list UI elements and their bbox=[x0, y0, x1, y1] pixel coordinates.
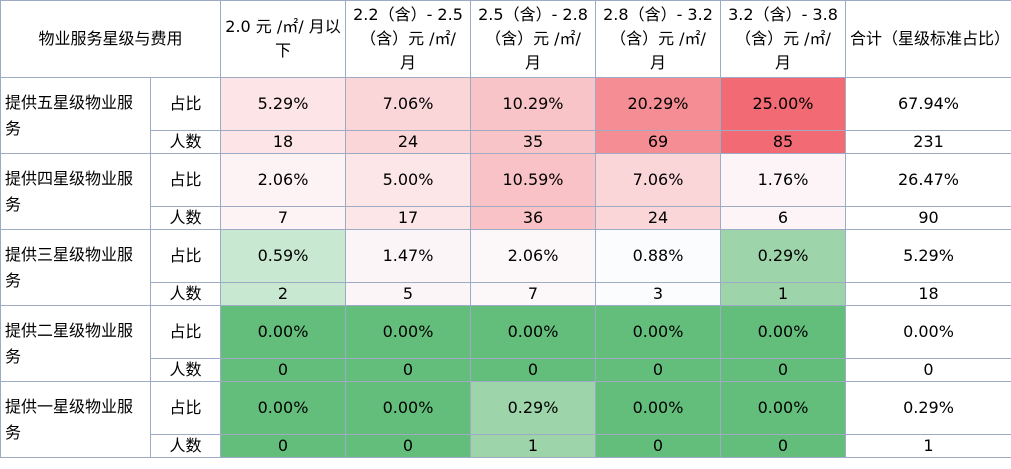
ratio-cell: 1.76% bbox=[720, 153, 847, 207]
table-row: 提供三星级物业服务 占比 0.59% 1.47% 2.06% 0.88% 0.29% 5.29… bbox=[0, 229, 1011, 306]
ratio-cell: 0.00% bbox=[220, 305, 347, 359]
col-header-3: 2.5（含）- 2.8（含）元 /㎡/ 月 bbox=[470, 0, 597, 78]
ratio-cell: 7.06% bbox=[345, 77, 472, 131]
ratio-cell: 0.59% bbox=[220, 229, 347, 283]
count-cell: 0 bbox=[345, 358, 472, 382]
row-group-label: 提供四星级物业服务 bbox=[0, 153, 151, 230]
ratio-cell: 0.00% bbox=[720, 381, 847, 435]
table-row: 人数 2 5 7 3 1 18 bbox=[1, 282, 1011, 306]
table-row: 人数 7 17 36 24 6 90 bbox=[1, 206, 1011, 230]
row-group-label: 提供三星级物业服务 bbox=[0, 229, 151, 306]
ratio-cell: 0.00% bbox=[470, 305, 597, 359]
count-cell: 0 bbox=[345, 434, 472, 458]
ratio-cell: 10.29% bbox=[470, 77, 597, 131]
col-header-4: 2.8（含）- 3.2 （含）元 /㎡/ 月 bbox=[595, 0, 722, 78]
count-cell: 7 bbox=[220, 206, 347, 230]
table-row: 人数 0 0 1 0 0 1 bbox=[1, 434, 1011, 458]
count-label: 人数 bbox=[149, 206, 222, 230]
ratio-cell: 0.00% bbox=[345, 381, 472, 435]
count-cell: 0 bbox=[470, 358, 597, 382]
ratio-label: 占比 bbox=[149, 381, 222, 435]
ratio-cell: 0.88% bbox=[595, 229, 722, 283]
row-group-label: 提供一星级物业服务 bbox=[0, 381, 151, 458]
count-cell: 3 bbox=[595, 282, 722, 306]
ratio-cell: 0.00% bbox=[720, 305, 847, 359]
ratio-cell: 0.29% bbox=[470, 381, 597, 435]
count-cell: 0 bbox=[845, 358, 1011, 382]
count-cell: 231 bbox=[845, 130, 1011, 154]
property-service-fee-table: 物业服务星级与费用 2.0 元 /㎡/ 月以下 2.2（含）- 2.5 （含）元… bbox=[0, 0, 1011, 458]
ratio-label: 占比 bbox=[149, 229, 222, 283]
corner-header: 物业服务星级与费用 bbox=[0, 0, 222, 78]
ratio-cell: 2.06% bbox=[470, 229, 597, 283]
ratio-cell: 26.47% bbox=[845, 153, 1011, 207]
count-cell: 6 bbox=[720, 206, 847, 230]
count-cell: 0 bbox=[720, 434, 847, 458]
col-header-total: 合计（星级标准占比） bbox=[845, 0, 1011, 78]
count-cell: 85 bbox=[720, 130, 847, 154]
ratio-label: 占比 bbox=[149, 77, 222, 131]
col-header-2: 2.2（含）- 2.5 （含）元 /㎡/ 月 bbox=[345, 0, 472, 78]
table-row: 提供一星级物业服务 占比 0.00% 0.00% 0.29% 0.00% 0.00% 0.29… bbox=[0, 381, 1011, 458]
count-cell: 5 bbox=[345, 282, 472, 306]
ratio-cell: 10.59% bbox=[470, 153, 597, 207]
row-group-label: 提供二星级物业服务 bbox=[0, 305, 151, 382]
count-cell: 18 bbox=[220, 130, 347, 154]
table-row: 提供五星级物业服务 占比 5.29% 7.06% 10.29% 20.29% 25.00% 6… bbox=[0, 77, 1011, 154]
ratio-cell: 7.06% bbox=[595, 153, 722, 207]
ratio-cell: 5.00% bbox=[345, 153, 472, 207]
table-row: 提供二星级物业服务 占比 0.00% 0.00% 0.00% 0.00% 0.00% 0.00… bbox=[0, 305, 1011, 382]
count-cell: 2 bbox=[220, 282, 347, 306]
col-header-1: 2.0 元 /㎡/ 月以下 bbox=[220, 0, 347, 78]
count-cell: 0 bbox=[595, 358, 722, 382]
count-cell: 90 bbox=[845, 206, 1011, 230]
ratio-cell: 5.29% bbox=[845, 229, 1011, 283]
ratio-label: 占比 bbox=[149, 153, 222, 207]
count-cell: 0 bbox=[595, 434, 722, 458]
count-label: 人数 bbox=[149, 434, 222, 458]
ratio-cell: 20.29% bbox=[595, 77, 722, 131]
count-cell: 1 bbox=[845, 434, 1011, 458]
count-cell: 35 bbox=[470, 130, 597, 154]
header-row: 物业服务星级与费用 2.0 元 /㎡/ 月以下 2.2（含）- 2.5 （含）元… bbox=[0, 0, 1011, 78]
ratio-cell: 0.00% bbox=[845, 305, 1011, 359]
ratio-cell: 0.29% bbox=[845, 381, 1011, 435]
count-label: 人数 bbox=[149, 130, 222, 154]
count-label: 人数 bbox=[149, 358, 222, 382]
count-cell: 7 bbox=[470, 282, 597, 306]
ratio-cell: 2.06% bbox=[220, 153, 347, 207]
row-group-label: 提供五星级物业服务 bbox=[0, 77, 151, 154]
count-label: 人数 bbox=[149, 282, 222, 306]
count-cell: 0 bbox=[720, 358, 847, 382]
count-cell: 24 bbox=[345, 130, 472, 154]
table-row: 人数 0 0 0 0 0 0 bbox=[1, 358, 1011, 382]
count-cell: 17 bbox=[345, 206, 472, 230]
count-cell: 24 bbox=[595, 206, 722, 230]
ratio-cell: 5.29% bbox=[220, 77, 347, 131]
count-cell: 18 bbox=[845, 282, 1011, 306]
ratio-cell: 0.00% bbox=[595, 381, 722, 435]
count-cell: 1 bbox=[720, 282, 847, 306]
col-header-5: 3.2（含）- 3.8（含）元 /㎡/ 月 bbox=[720, 0, 847, 78]
count-cell: 0 bbox=[220, 434, 347, 458]
table-row: 提供四星级物业服务 占比 2.06% 5.00% 10.59% 7.06% 1.76% 26.… bbox=[0, 153, 1011, 230]
count-cell: 0 bbox=[220, 358, 347, 382]
ratio-cell: 0.00% bbox=[220, 381, 347, 435]
ratio-cell: 67.94% bbox=[845, 77, 1011, 131]
ratio-cell: 0.29% bbox=[720, 229, 847, 283]
ratio-cell: 0.00% bbox=[345, 305, 472, 359]
ratio-label: 占比 bbox=[149, 305, 222, 359]
count-cell: 69 bbox=[595, 130, 722, 154]
ratio-cell: 1.47% bbox=[345, 229, 472, 283]
table-row: 人数 18 24 35 69 85 231 bbox=[1, 130, 1011, 154]
ratio-cell: 25.00% bbox=[720, 77, 847, 131]
ratio-cell: 0.00% bbox=[595, 305, 722, 359]
count-cell: 1 bbox=[470, 434, 597, 458]
count-cell: 36 bbox=[470, 206, 597, 230]
